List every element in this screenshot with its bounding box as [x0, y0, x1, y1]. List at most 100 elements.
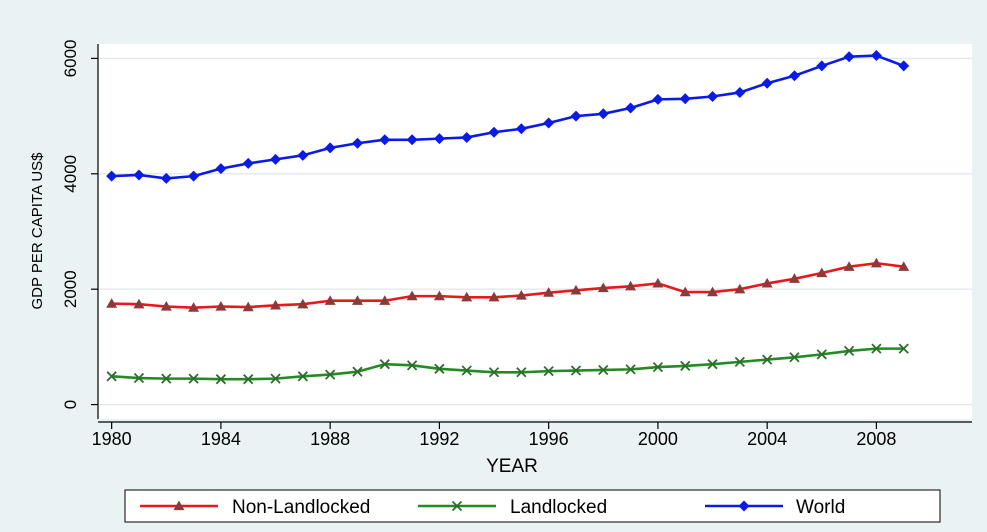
- data-point-triangle: [652, 277, 664, 288]
- data-point-diamond: [461, 131, 473, 143]
- series-line: [111, 261, 904, 309]
- data-point-diamond: [738, 500, 750, 512]
- x-tick-label: 2008: [856, 429, 896, 449]
- data-point-diamond: [625, 102, 637, 114]
- data-point-diamond: [679, 93, 691, 105]
- data-point-diamond: [270, 153, 282, 165]
- data-point-diamond: [543, 117, 555, 129]
- data-point-triangle: [406, 290, 418, 301]
- data-point-triangle: [215, 301, 227, 311]
- data-point-x: [161, 373, 172, 384]
- data-point-diamond: [133, 169, 145, 181]
- data-point-x: [325, 369, 336, 380]
- data-point-x: [543, 365, 554, 377]
- data-point-x: [843, 345, 855, 357]
- data-point-diamond: [597, 108, 609, 120]
- x-tick-label: 1996: [529, 429, 569, 449]
- data-point-diamond: [652, 93, 664, 105]
- data-point-diamond: [515, 123, 527, 135]
- x-axis-label: YEAR: [486, 456, 538, 477]
- data-point-triangle: [761, 277, 773, 288]
- data-point-triangle: [379, 295, 391, 305]
- y-tick-label: 2000: [61, 270, 80, 308]
- data-point-triangle: [707, 286, 719, 297]
- data-point-x: [898, 343, 909, 354]
- y-tick-label: 4000: [61, 155, 80, 193]
- data-point-triangle: [461, 291, 473, 302]
- data-point-x: [652, 361, 664, 373]
- x-tick-label: 2000: [638, 429, 678, 449]
- data-point-triangle: [597, 282, 609, 293]
- data-point-triangle: [788, 273, 800, 283]
- data-point-diamond: [106, 170, 118, 182]
- data-point-x: [625, 364, 636, 375]
- legend-label: Landlocked: [510, 497, 607, 518]
- data-point-x: [188, 373, 199, 384]
- data-point-diamond: [433, 133, 445, 145]
- data-point-triangle: [351, 295, 363, 305]
- y-tick-label: 6000: [61, 40, 80, 78]
- data-point-triangle: [898, 261, 910, 271]
- data-point-diamond: [488, 126, 500, 138]
- data-point-x: [270, 373, 281, 384]
- data-point-x: [243, 374, 254, 385]
- data-point-triangle: [543, 287, 555, 297]
- data-point-x: [680, 360, 691, 372]
- data-point-x: [816, 349, 827, 360]
- x-tick-label: 1980: [92, 429, 132, 449]
- series-group: [106, 50, 910, 385]
- data-point-triangle: [433, 290, 445, 301]
- data-point-diamond: [761, 77, 773, 89]
- data-point-diamond: [351, 137, 363, 149]
- data-point-x: [598, 364, 609, 376]
- y-tick-label: 0: [61, 400, 80, 409]
- data-point-x: [789, 352, 800, 363]
- data-point-triangle: [816, 267, 828, 278]
- data-point-diamond: [160, 172, 172, 184]
- axes: 0 2000 4000 6000 1980 1984 1988 1992 1996 2000 200…: [61, 40, 972, 449]
- x-tick-label: 1988: [310, 429, 350, 449]
- data-point-diamond: [788, 70, 800, 82]
- data-point-x: [871, 343, 882, 354]
- plot-area: [98, 44, 972, 419]
- legend-label: World: [796, 497, 845, 518]
- data-point-triangle: [188, 302, 200, 312]
- data-point-diamond: [379, 134, 391, 146]
- data-point-x: [133, 372, 145, 384]
- series-line: [111, 347, 904, 381]
- legend: Non-Landlocked Landlocked World: [124, 489, 941, 523]
- x-tick-label: 1992: [419, 429, 459, 449]
- data-point-triangle: [570, 284, 582, 295]
- data-point-diamond: [816, 60, 828, 72]
- data-point-x: [570, 365, 582, 376]
- data-point-diamond: [406, 134, 418, 146]
- data-point-x: [297, 371, 308, 382]
- data-point-x: [762, 354, 773, 365]
- data-point-diamond: [843, 51, 855, 63]
- series-world: [106, 50, 910, 184]
- data-point-diamond: [242, 157, 254, 169]
- data-point-triangle: [734, 283, 746, 294]
- data-point-triangle: [160, 301, 172, 311]
- data-point-triangle: [133, 298, 145, 309]
- data-point-x: [434, 363, 445, 374]
- data-point-x: [707, 359, 718, 370]
- legend-label: Non-Landlocked: [232, 497, 370, 518]
- data-point-diamond: [188, 170, 200, 182]
- data-point-diamond: [870, 50, 882, 62]
- data-point-triangle: [106, 298, 118, 308]
- data-point-triangle: [173, 500, 185, 511]
- data-point-triangle: [679, 286, 691, 297]
- x-tick-label: 2004: [747, 429, 787, 449]
- data-point-x: [106, 371, 117, 382]
- data-point-triangle: [297, 298, 309, 309]
- data-point-triangle: [515, 290, 527, 300]
- data-point-diamond: [734, 86, 746, 98]
- data-point-triangle: [625, 280, 637, 291]
- series-landlocked: [106, 343, 909, 385]
- legend-box: [124, 489, 941, 523]
- data-point-x: [734, 356, 745, 368]
- x-tick-label: 1984: [201, 429, 241, 449]
